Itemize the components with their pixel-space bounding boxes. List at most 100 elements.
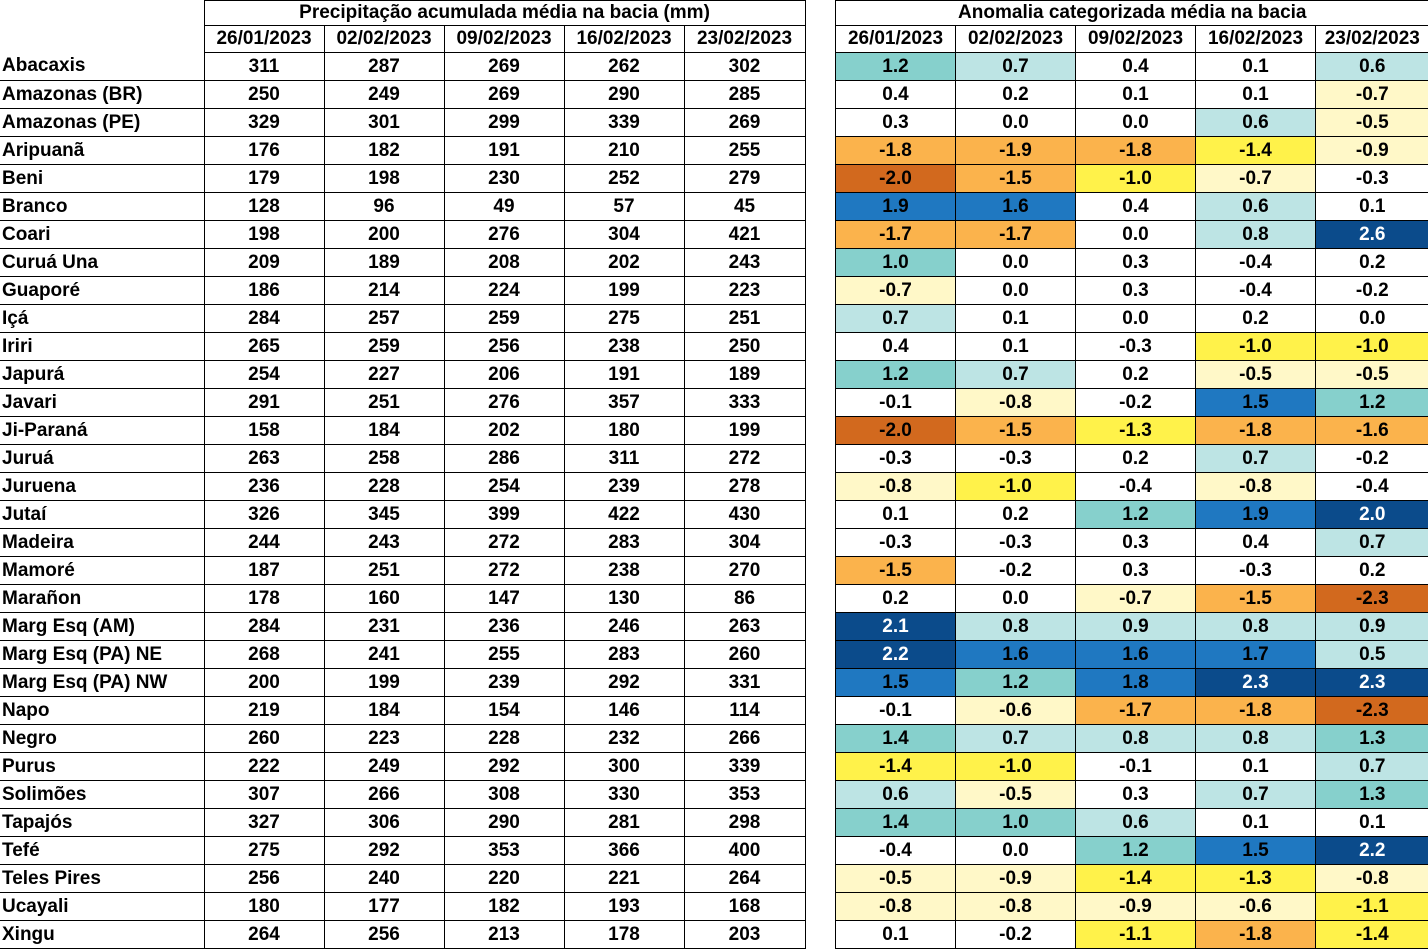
anomaly-value: 0.2 [956, 81, 1076, 109]
anomaly-value: 0.6 [836, 781, 956, 809]
anomaly-value: -1.4 [836, 753, 956, 781]
precipitation-date-header: 23/02/2023 [684, 26, 805, 53]
anomaly-table: Anomalia categorizada média na bacia 26/… [835, 0, 1428, 949]
precipitation-value: 199 [564, 277, 684, 305]
anomaly-value: 2.3 [1316, 669, 1428, 697]
precipitation-value: 180 [204, 893, 324, 921]
precipitation-value: 311 [564, 445, 684, 473]
precipitation-value: 209 [204, 249, 324, 277]
anomaly-value: 0.1 [1196, 81, 1316, 109]
anomaly-value: -0.8 [1196, 473, 1316, 501]
anomaly-value: 0.0 [1076, 221, 1196, 249]
precipitation-value: 339 [684, 753, 805, 781]
anomaly-value: 1.2 [836, 53, 956, 81]
precipitation-value: 258 [324, 445, 444, 473]
anomaly-value: 0.9 [1076, 613, 1196, 641]
anomaly-value: -0.1 [836, 389, 956, 417]
precipitation-value: 308 [444, 781, 564, 809]
basin-name: Xingu [0, 921, 204, 949]
precipitation-value: 179 [204, 165, 324, 193]
precipitation-value: 279 [684, 165, 805, 193]
precipitation-value: 114 [684, 697, 805, 725]
basin-name: Tapajós [0, 809, 204, 837]
precipitation-date-header: 02/02/2023 [324, 26, 444, 53]
precipitation-value: 306 [324, 809, 444, 837]
anomaly-value: 0.0 [956, 109, 1076, 137]
anomaly-value: -1.0 [1196, 333, 1316, 361]
anomaly-value: 0.3 [1076, 277, 1196, 305]
precipitation-value: 246 [564, 613, 684, 641]
basin-name: Marañon [0, 585, 204, 613]
precipitation-value: 184 [324, 417, 444, 445]
basin-name: Guaporé [0, 277, 204, 305]
precipitation-value: 255 [444, 641, 564, 669]
anomaly-value: -0.2 [1076, 389, 1196, 417]
precipitation-value: 221 [564, 865, 684, 893]
table-row: -0.8-0.8-0.9-0.6-1.1 [836, 893, 1428, 921]
precipitation-value: 290 [564, 81, 684, 109]
anomaly-value: -0.6 [1196, 893, 1316, 921]
precipitation-value: 238 [564, 557, 684, 585]
anomaly-value: 2.0 [1316, 501, 1428, 529]
precipitation-value: 260 [204, 725, 324, 753]
basin-name: Juruena [0, 473, 204, 501]
basin-name: Amazonas (PE) [0, 109, 204, 137]
anomaly-value: 2.2 [1316, 837, 1428, 865]
anomaly-value: -0.2 [1316, 277, 1428, 305]
anomaly-value: 1.6 [1076, 641, 1196, 669]
anomaly-date-header: 09/02/2023 [1076, 26, 1196, 53]
precipitation-value: 256 [204, 865, 324, 893]
precipitation-value: 263 [204, 445, 324, 473]
anomaly-value: -2.0 [836, 165, 956, 193]
precipitation-value: 256 [324, 921, 444, 949]
precipitation-value: 284 [204, 305, 324, 333]
precipitation-value: 257 [324, 305, 444, 333]
anomaly-value: -0.2 [956, 921, 1076, 949]
anomaly-value: 1.4 [836, 809, 956, 837]
anomaly-value: 1.3 [1316, 781, 1428, 809]
anomaly-value: -1.7 [1076, 697, 1196, 725]
anomaly-value: 0.6 [1316, 53, 1428, 81]
precipitation-value: 96 [324, 193, 444, 221]
anomaly-value: -0.6 [956, 697, 1076, 725]
anomaly-value: 2.2 [836, 641, 956, 669]
precipitation-value: 228 [324, 473, 444, 501]
anomaly-value: 0.1 [956, 305, 1076, 333]
precipitation-date-header: 26/01/2023 [204, 26, 324, 53]
precipitation-value: 345 [324, 501, 444, 529]
anomaly-value: 0.4 [1076, 53, 1196, 81]
anomaly-value: -1.3 [1196, 865, 1316, 893]
precipitation-title: Precipitação acumulada média na bacia (m… [204, 1, 805, 26]
anomaly-value: 0.3 [1076, 529, 1196, 557]
precipitation-value: 264 [684, 865, 805, 893]
precipitation-value: 198 [324, 165, 444, 193]
precipitation-value: 244 [204, 529, 324, 557]
anomaly-value: -0.3 [1316, 165, 1428, 193]
precipitation-date-header: 09/02/2023 [444, 26, 564, 53]
table-row: -2.0-1.5-1.0-0.7-0.3 [836, 165, 1428, 193]
anomaly-value: 1.2 [1316, 389, 1428, 417]
anomaly-value: 0.2 [1316, 557, 1428, 585]
precipitation-table: Precipitação acumulada média na bacia (m… [0, 0, 806, 949]
precipitation-value: 269 [684, 109, 805, 137]
anomaly-value: -0.3 [1076, 333, 1196, 361]
precipitation-value: 178 [564, 921, 684, 949]
anomaly-value: -0.9 [956, 865, 1076, 893]
precipitation-value: 326 [204, 501, 324, 529]
precipitation-value: 292 [324, 837, 444, 865]
precipitation-value: 250 [684, 333, 805, 361]
anomaly-value: -1.5 [1196, 585, 1316, 613]
